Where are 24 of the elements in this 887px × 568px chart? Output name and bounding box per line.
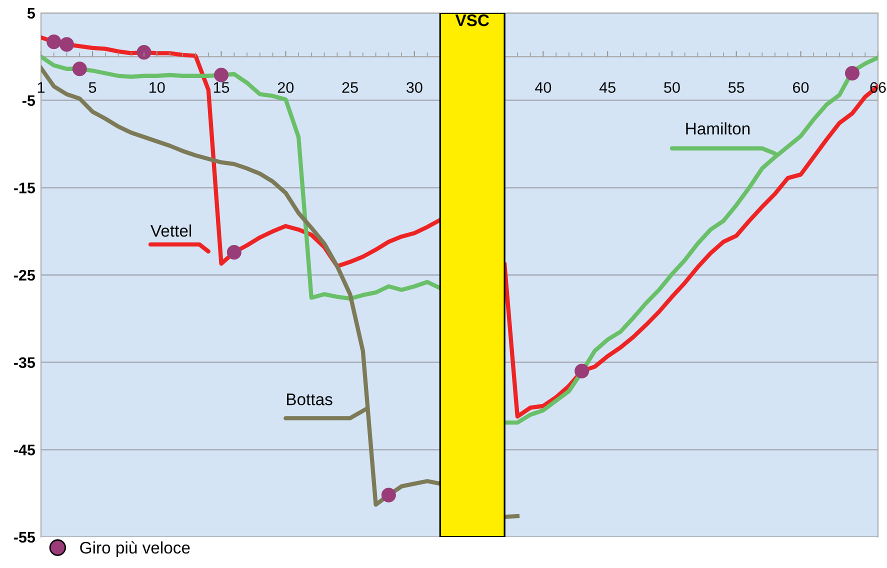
x-tick-label: 50: [664, 82, 680, 93]
x-tick-label: 40: [535, 82, 552, 93]
x-tick-label: 1: [38, 82, 45, 93]
x-tick-label: 5: [88, 82, 96, 93]
y-tick-label: -25: [14, 270, 36, 281]
band-label: VSC: [455, 14, 490, 26]
x-tick-label: 55: [728, 82, 744, 93]
y-tick-label: -45: [14, 444, 36, 456]
legend-label: Giro più veloce: [80, 541, 190, 557]
x-tick-label: 20: [278, 82, 294, 93]
y-tick-label: 5: [27, 8, 36, 19]
x-tick-label: 60: [793, 82, 809, 93]
x-tick-label: 25: [342, 82, 358, 93]
series-label: Vettel: [150, 224, 192, 237]
x-tick-label: 30: [406, 82, 422, 93]
x-tick-label: 10: [150, 82, 165, 93]
text: Hamilton: [686, 122, 750, 135]
y-tick-label: -55: [14, 532, 36, 543]
y-tick-label: -5: [22, 95, 36, 106]
text: Bottas: [287, 394, 332, 406]
x-tick-label: 45: [599, 82, 616, 93]
x-tick-label: 15: [214, 82, 230, 93]
y-tick-label: -15: [14, 182, 36, 194]
y-tick-label: -35: [14, 357, 36, 368]
